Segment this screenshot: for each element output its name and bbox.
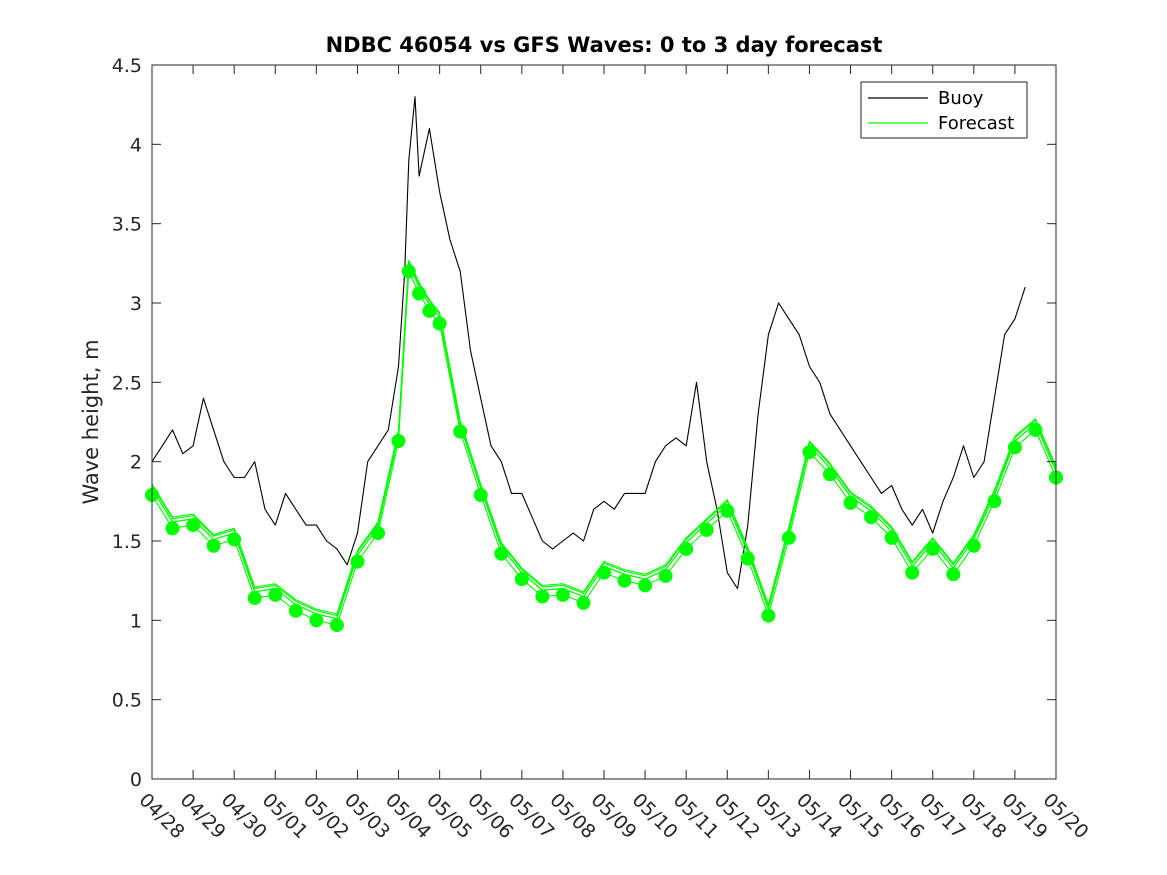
forecast-point [165,521,180,536]
forecast-point [371,526,385,541]
y-tick-label: 2.5 [112,372,142,394]
x-tick-label: 05/05 [422,789,476,843]
plot-area [152,65,1056,779]
y-tick-label: 4 [130,134,142,156]
forecast-point [740,551,755,566]
forecast-point [658,568,673,583]
forecast-point [843,495,858,510]
forecast-point [617,573,632,588]
x-tick-label: 05/16 [874,789,928,843]
x-tick-label: 05/09 [586,789,640,843]
forecast-point [206,538,221,553]
legend: Buoy Forecast [860,81,1028,139]
y-tick-label: 1.5 [112,531,142,553]
forecast-point [329,618,344,633]
forecast-point [699,522,714,537]
forecast-point [227,532,242,547]
series-line-buoy [151,96,1026,590]
forecast-point [247,591,262,606]
series-line-forecast [151,261,1057,617]
forecast-point [412,286,427,301]
x-tick-label: 05/04 [381,789,435,843]
forecast-point [453,424,468,439]
y-tick-label: 1 [130,610,142,632]
x-tick-label: 05/15 [833,789,887,843]
x-tick-label: 05/19 [997,789,1051,843]
forecast-point [946,567,961,582]
forecast-point [597,565,611,580]
x-tick-label: 05/14 [792,789,846,843]
forecast-point [422,303,437,318]
x-tick-label: 05/06 [463,789,517,843]
x-tick-label: 04/29 [176,789,230,843]
forecast-point [186,518,201,533]
chart-title: NDBC 46054 vs GFS Waves: 0 to 3 day fore… [326,33,883,57]
forecast-point [638,578,653,593]
forecast-point [268,587,283,602]
x-tick-label: 05/08 [545,789,599,843]
x-tick-label: 05/02 [299,789,353,843]
forecast-point [987,494,1002,509]
forecast-point [802,445,817,460]
forecast-point [309,613,324,628]
forecast-point [1028,422,1043,437]
y-tick-label: 2 [130,452,142,474]
forecast-point [350,554,365,569]
forecast-point [432,316,447,331]
y-tick-label: 4.5 [112,55,142,77]
forecast-point [761,608,776,623]
forecast-point [864,510,879,525]
y-tick-label: 3 [130,293,142,315]
forecast-point [535,589,550,604]
forecast-point [781,530,796,545]
forecast-point [905,565,920,580]
forecast-point [1007,440,1022,455]
series-layer [145,96,1063,633]
forecast-point [720,503,735,518]
forecast-point [514,572,529,587]
forecast-point [679,541,694,556]
forecast-point [966,538,981,553]
y-tick-label: 0 [130,769,142,791]
y-tick-label: 3.5 [112,214,142,236]
x-tick-label: 05/01 [258,789,312,843]
x-tick-label: 05/18 [956,789,1010,843]
forecast-point [823,467,837,482]
x-tick-label: 05/20 [1038,789,1092,843]
y-tick-label: 0.5 [112,690,142,712]
x-tick-label: 05/12 [710,789,764,843]
forecast-point [884,530,899,545]
y-axis-label: Wave height, m [79,339,103,504]
x-tick-label: 05/17 [915,789,969,843]
x-tick-label: 05/13 [751,789,805,843]
x-tick-label: 05/10 [628,789,682,843]
x-tick-label: 04/28 [134,789,188,843]
forecast-point [576,595,591,610]
legend-label-buoy: Buoy [938,88,984,109]
forecast-point [288,603,303,618]
legend-label-forecast: Forecast [938,113,1014,134]
forecast-point [391,434,406,448]
forecast-point [401,264,416,279]
forecast-point [494,546,509,561]
forecast-point [925,541,940,556]
legend-box [860,81,1028,139]
x-tick-label: 05/11 [669,789,723,843]
forecast-point [473,488,488,502]
x-tick-label: 04/30 [217,789,271,843]
x-tick-label: 05/07 [504,789,558,843]
x-tick-label: 05/03 [340,789,394,843]
forecast-point [555,587,570,602]
